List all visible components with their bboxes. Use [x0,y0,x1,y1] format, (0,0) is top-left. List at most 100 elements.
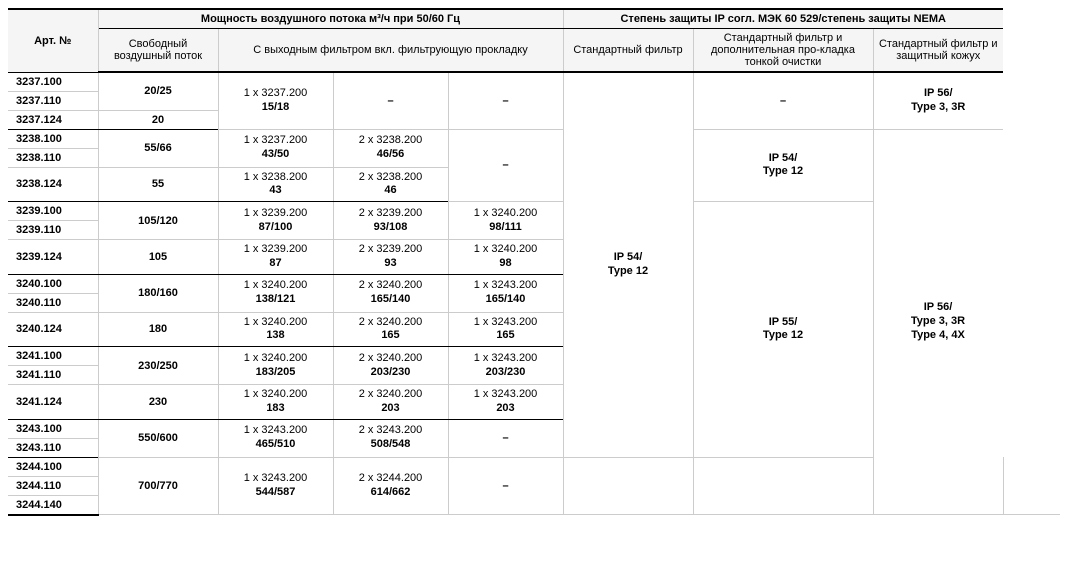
v: IP 56/ [924,87,953,99]
v: 203/230 [371,366,411,378]
cell-3237-fine: – [693,72,873,129]
cell-3239a-c3: 1 x 3240.200 98/111 [448,202,563,240]
v: 2 x 3244.200 [359,472,423,484]
cell-3239b-c3: 1 x 3240.20098 [448,240,563,275]
v: Type 3, 3R [911,315,965,327]
cell-3237-c1: 1 x 3237.200 15/18 [218,72,333,129]
cell-3238-c3: – [448,129,563,202]
art-3241-110: 3241.110 [8,366,98,385]
cell-3244-c3: – [448,457,563,515]
free-3241a: 230/250 [98,347,218,385]
v: 1 x 3240.200 [474,207,538,219]
v: 183/205 [256,366,296,378]
ip56b: IP 56/Type 3, 3RType 4, 4X [873,129,1003,515]
v: 1 x 3239.200 [244,207,308,219]
cell-3241a-c1: 1 x 3240.200 183/205 [218,347,333,385]
cell-3240a-c3: 1 x 3243.200 165/140 [448,274,563,312]
hdr-ip: Степень защиты IP согл. МЭК 60 529/степе… [563,9,1003,29]
v: 46/56 [377,148,405,160]
cell-3240b-c1: 1 x 3240.200138 [218,312,333,347]
v: Type 4, 4X [911,329,965,341]
ip56a: IP 56/Type 3, 3R [873,72,1003,129]
v: 2 x 3240.200 [359,316,423,328]
cell-3241b-c2: 2 x 3240.200203 [333,385,448,420]
v: 2 x 3239.200 [359,207,423,219]
cell-3238b-c1: 1 x 3238.20043 [218,167,333,202]
v: 1 x 3237.200 [244,87,308,99]
cell-3244-cover [1003,457,1060,515]
v: 1 x 3243.200 [244,424,308,436]
v: 203 [496,402,514,414]
cell-3239a-c1: 1 x 3239.20087/100 [218,202,333,240]
cell-3238a-c2: 2 x 3238.20046/56 [333,129,448,167]
v: 544/587 [256,486,296,498]
v: Type 12 [763,165,803,177]
v: 203 [381,402,399,414]
free-3239a: 105/120 [98,202,218,240]
v: 98/111 [489,221,521,233]
v: 465/510 [256,438,296,450]
v: 614/662 [371,486,411,498]
free-3240a: 180/160 [98,274,218,312]
cell-3240a-c1: 1 x 3240.200 138/121 [218,274,333,312]
art-3240-124: 3240.124 [8,312,98,347]
v: 165 [381,329,399,341]
v: Type 3, 3R [911,101,965,113]
cell-3241b-c1: 1 x 3240.200 183 [218,385,333,420]
cell-3239b-c2: 2 x 3239.20093 [333,240,448,275]
v: 1 x 3239.200 [244,243,308,255]
art-3240-100: 3240.100 [8,274,98,293]
free-3237a: 20/25 [98,72,218,110]
cell-3244-c1: 1 x 3243.200544/587 [218,457,333,515]
art-3238-100: 3238.100 [8,129,98,148]
v: 15/18 [262,101,290,113]
cell-3237-c3: – [448,72,563,129]
v: 1 x 3240.200 [244,352,308,364]
cell-3244-std [563,457,693,515]
v: Type 12 [763,329,803,341]
cell-3240a-c2: 2 x 3240.200165/140 [333,274,448,312]
cell-3244-fine [693,457,873,515]
v: 165/140 [486,293,526,305]
v: IP 54/ [614,251,643,263]
cell-3239b-c1: 1 x 3239.20087 [218,240,333,275]
art-3243-100: 3243.100 [8,419,98,438]
v: 183 [266,402,284,414]
v: 1 x 3240.200 [244,388,308,400]
cell-3243-c1: 1 x 3243.200 465/510 [218,419,333,457]
v: 1 x 3243.200 [474,279,538,291]
v: 1 x 3243.200 [474,352,538,364]
art-3244-140: 3244.140 [8,495,98,515]
v: 2 x 3240.200 [359,279,423,291]
cell-3240b-c3: 1 x 3243.200165 [448,312,563,347]
cell-3238b-c2: 2 x 3238.20046 [333,167,448,202]
v: 2 x 3238.200 [359,171,423,183]
v: 1 x 3240.200 [244,316,308,328]
spec-table: Арт. № Мощность воздушного потока м³/ч п… [8,8,1060,516]
free-3237b: 20 [98,110,218,129]
v: 43/50 [262,148,290,160]
v: 138 [266,329,284,341]
v: 43 [269,184,281,196]
ip54-std: IP 54/Type 12 [563,72,693,457]
cell-3241a-c3: 1 x 3243.200203/230 [448,347,563,385]
art-3240-110: 3240.110 [8,293,98,312]
ip55-fine: IP 55/Type 12 [693,202,873,458]
hdr-std-filter-cover: Стандартный фильтр и защитный кожух [873,29,1003,73]
art-3243-110: 3243.110 [8,438,98,457]
cell-3237-c2: – [333,72,448,129]
art-3244-100: 3244.100 [8,457,98,476]
v: 1 x 3240.200 [244,279,308,291]
v: 1 x 3238.200 [244,171,308,183]
free-3243a: 550/600 [98,419,218,457]
v: 1 x 3243.200 [474,388,538,400]
art-3237-110: 3237.110 [8,91,98,110]
v: 2 x 3239.200 [359,243,423,255]
art-3238-124: 3238.124 [8,167,98,202]
hdr-with-filter: С выходным фильтром вкл. фильтрующую про… [218,29,563,73]
v: 138/121 [256,293,296,305]
hdr-free-flow: Свободный воздушный поток [98,29,218,73]
v: Type 12 [608,265,648,277]
art-3239-110: 3239.110 [8,221,98,240]
free-3240b: 180 [98,312,218,347]
